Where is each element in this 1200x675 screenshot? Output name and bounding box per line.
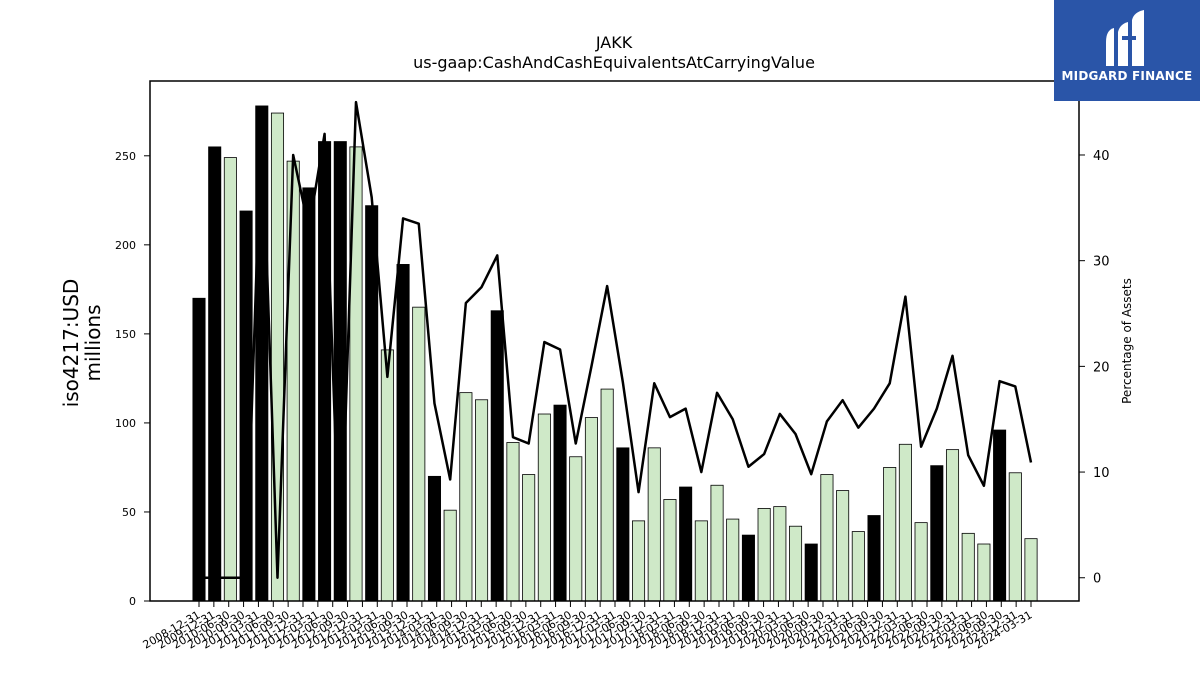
bar [443,509,457,602]
y-axis-right-label: Percentage of Assets [1120,278,1134,404]
bar [710,484,724,602]
bar [569,456,583,602]
bar [1024,538,1038,602]
bar [616,447,630,602]
bar [836,490,850,602]
bar [632,520,646,602]
bar [223,157,237,602]
bar [365,205,379,602]
chart-subtitle: us-gaap:CashAndCashEquivalentsAtCarrying… [413,53,815,72]
bar [930,465,944,602]
bar [506,442,520,602]
brand-name: MIDGARD FINANCE [1061,69,1193,83]
y-tick-label: 150 [115,328,136,341]
y-right-tick-label: 40 [1093,149,1110,164]
x-axis: 2008-12-312009-12-312010-06-302010-09-30… [141,601,1035,652]
bar [286,160,300,602]
y-axis-label-line2: millions [81,304,105,381]
bar [726,518,740,602]
bar [663,499,677,602]
bar [773,506,787,602]
bar [302,187,316,602]
bar [584,417,598,602]
bar [961,532,975,602]
y-tick-label: 0 [129,595,136,608]
bar [647,447,661,602]
bar [270,112,285,602]
y-right-tick-label: 10 [1093,466,1110,481]
percentage-of-assets-line [199,100,1033,579]
bar [914,522,928,602]
bar [679,486,693,602]
bar [459,392,473,602]
y-tick-label: 50 [122,506,136,519]
y-tick-label: 100 [115,417,136,430]
y-axis-label-line1: iso4217:USD [59,279,83,408]
y-axis-left: 0 50 100 150 200 250 [115,150,150,608]
bar [208,146,222,602]
bar [694,520,708,602]
bar [475,399,489,602]
bar [820,474,834,602]
bar [1008,472,1022,602]
bar [412,306,426,602]
bar [851,531,865,602]
bar [553,404,567,602]
bar [789,525,803,602]
y-right-tick-label: 20 [1093,360,1110,375]
brand-mark-icon [1106,10,1144,66]
bar [741,534,755,602]
bar [333,141,347,602]
y-tick-label: 250 [115,150,136,163]
bar [757,507,771,602]
brand-logo: MIDGARD FINANCE [1054,0,1200,101]
bar [537,413,551,602]
bar [804,543,818,602]
bar [522,474,536,602]
bar [898,443,912,602]
bar [380,349,394,602]
bar [427,475,441,602]
bar [255,105,269,602]
bar [993,429,1007,602]
bar [318,141,332,602]
bar [883,467,897,602]
bar [192,297,206,602]
y-axis-right: 0 10 20 30 40 [1079,149,1110,587]
y-right-tick-label: 30 [1093,255,1110,270]
chart-title: JAKK [595,33,633,52]
bar [490,310,504,602]
bar [977,543,991,602]
bar [867,515,881,602]
bar [396,264,410,602]
bar [600,388,614,602]
y-right-tick-label: 0 [1093,572,1101,587]
bar [945,449,960,602]
y-tick-label: 200 [115,239,136,252]
y-axis-label: iso4217:USD millions [59,279,105,408]
